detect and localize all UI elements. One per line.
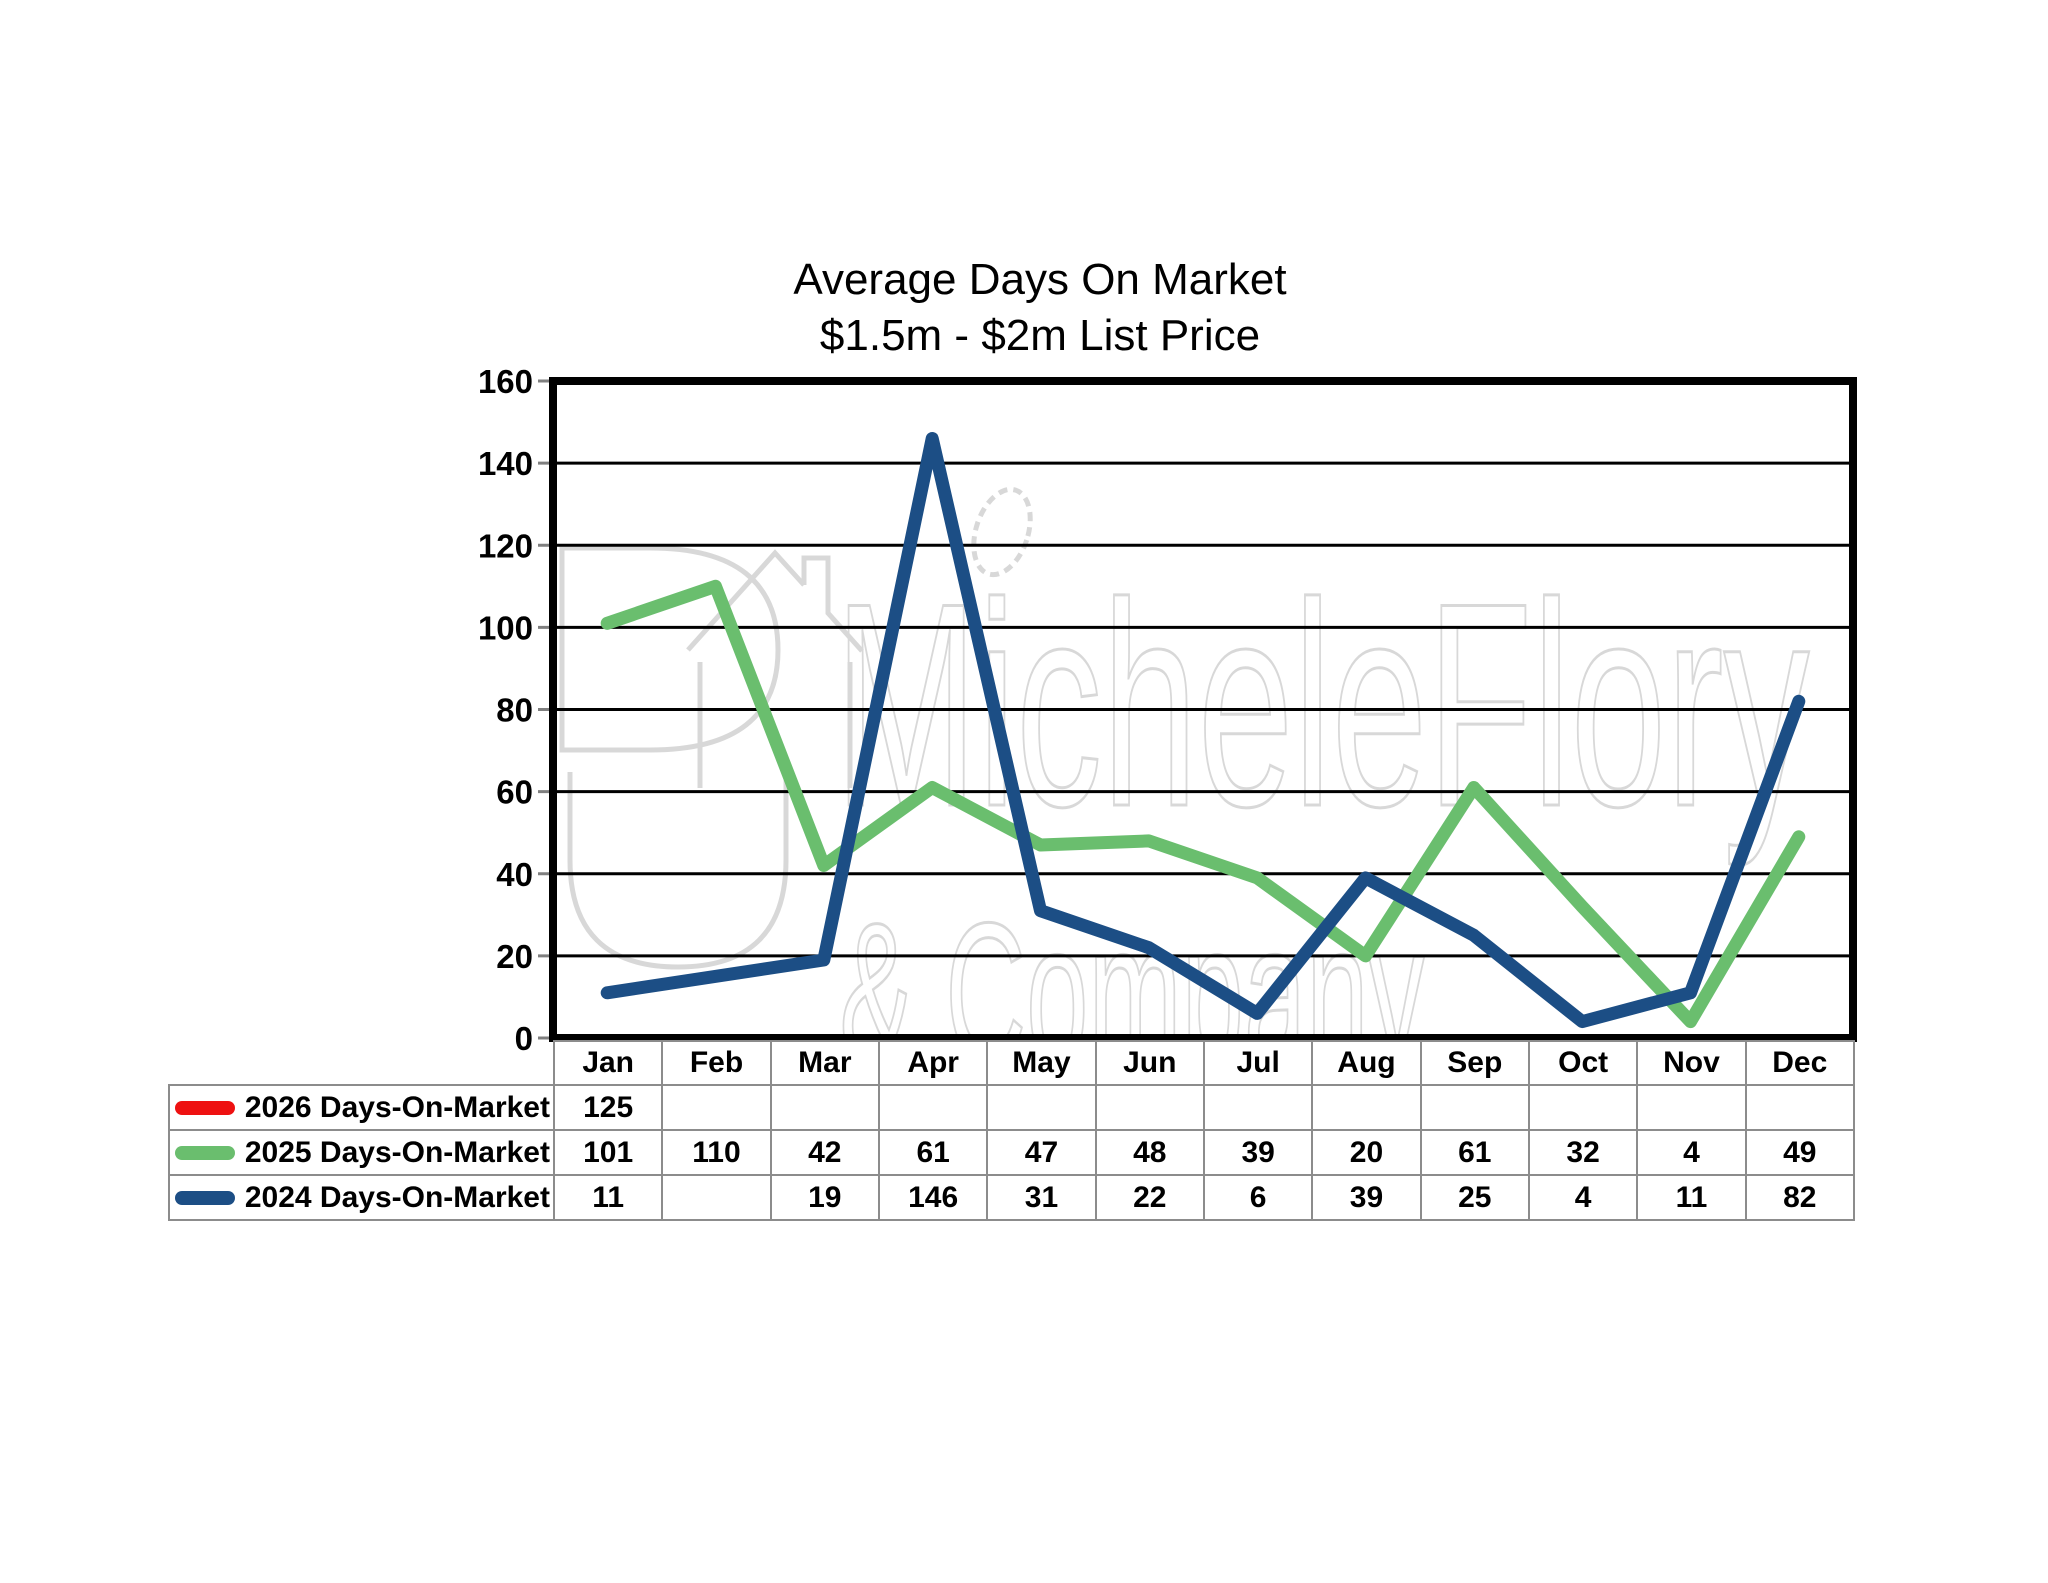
- month-header-row: Jan Feb Mar Apr May Jun Jul Aug Sep Oct Nov Dec: [169, 1040, 1855, 1086]
- watermark-logo: [559, 486, 1033, 970]
- cell-2026-nov: [1636, 1084, 1747, 1131]
- cell-2025-feb: 110: [661, 1129, 772, 1176]
- legend-key-2026: [175, 1100, 235, 1115]
- watermark-logo-u-shape: [567, 772, 789, 970]
- y-axis-label-160: 160: [478, 363, 533, 400]
- y-axis-label-120: 120: [478, 527, 533, 564]
- y-axis-label-20: 20: [496, 938, 533, 975]
- watermark-logo-smoke: [971, 486, 1033, 578]
- cell-2026-oct: [1527, 1084, 1639, 1131]
- cell-2024-dec: 82: [1744, 1174, 1855, 1221]
- cell-2026-dec: [1744, 1084, 1855, 1131]
- table-corner-spacer: [169, 1041, 554, 1085]
- plot-border: [549, 377, 1857, 1042]
- cell-2026-aug: [1311, 1084, 1422, 1131]
- cell-2025-jul: 39: [1202, 1129, 1314, 1176]
- cell-2024-nov: 11: [1636, 1174, 1747, 1221]
- cell-2026-jul: [1202, 1084, 1314, 1131]
- month-header-dec: Dec: [1744, 1040, 1855, 1086]
- legend-cell-2024: 2024 Days-On-Market: [168, 1174, 555, 1221]
- legend-cell-2026: 2026 Days-On-Market: [168, 1084, 555, 1131]
- chart-subtitle: $1.5m - $2m List Price: [819, 311, 1261, 360]
- cell-2026-jan: 125: [552, 1084, 664, 1131]
- watermark-logo-house-chimney: [801, 555, 864, 653]
- table-row-2024: 2024 Days-On-Market 11 19 146 31 22 6 39 25 4 11 82: [168, 1174, 1855, 1221]
- cell-2024-mar: 19: [769, 1174, 880, 1221]
- cell-2025-jan: 101: [552, 1129, 664, 1176]
- cell-2025-may: 47: [986, 1129, 1097, 1176]
- legend-label-2026: 2026 Days-On-Market: [244, 1090, 550, 1124]
- cell-2026-feb: [661, 1084, 772, 1131]
- cell-2026-mar: [769, 1084, 880, 1131]
- cell-2024-apr: 146: [877, 1174, 989, 1221]
- cell-2025-sep: 61: [1419, 1129, 1530, 1176]
- y-axis-label-140: 140: [478, 445, 533, 482]
- month-header-oct: Oct: [1527, 1040, 1639, 1086]
- month-header-aug: Aug: [1311, 1040, 1422, 1086]
- month-header-sep: Sep: [1419, 1040, 1530, 1086]
- cell-2026-may: [986, 1084, 1097, 1131]
- legend-key-2025: [175, 1145, 235, 1160]
- watermark-logo-house-roof: [686, 549, 806, 652]
- month-header-jul: Jul: [1202, 1040, 1314, 1086]
- cell-2026-sep: [1419, 1084, 1530, 1131]
- month-header-mar: Mar: [769, 1040, 880, 1086]
- month-header-jun: Jun: [1094, 1040, 1205, 1086]
- table-row-2026: 2026 Days-On-Market 125: [168, 1084, 1855, 1131]
- legend-key-2024: [175, 1190, 235, 1205]
- cell-2025-mar: 42: [769, 1129, 880, 1176]
- cell-2025-jun: 48: [1094, 1129, 1205, 1176]
- month-header-apr: Apr: [877, 1040, 989, 1086]
- cell-2024-feb: [661, 1174, 772, 1221]
- cell-2025-oct: 32: [1527, 1129, 1639, 1176]
- y-axis-label-0: 0: [515, 1020, 533, 1057]
- legend-inner-2025: 2025 Days-On-Market: [171, 1135, 552, 1170]
- y-axis-label-80: 80: [496, 692, 533, 729]
- cell-2024-oct: 4: [1527, 1174, 1639, 1221]
- chart-title: Average Days On Market: [793, 255, 1287, 304]
- month-header-nov: Nov: [1636, 1040, 1747, 1086]
- y-axis-label-40: 40: [496, 856, 533, 893]
- legend-cell-2025: 2025 Days-On-Market: [168, 1129, 555, 1176]
- y-axis-label-60: 60: [496, 774, 533, 811]
- month-header-jan: Jan: [552, 1040, 664, 1086]
- cell-2025-nov: 4: [1636, 1129, 1747, 1176]
- data-table: Jan Feb Mar Apr May Jun Jul Aug Sep Oct Nov Dec 202…: [168, 1040, 1855, 1221]
- cell-2024-jan: 11: [552, 1174, 664, 1221]
- cell-2025-dec: 49: [1744, 1129, 1855, 1176]
- legend-label-2024: 2024 Days-On-Market: [244, 1180, 550, 1214]
- cell-2025-apr: 61: [877, 1129, 989, 1176]
- cell-2026-jun: [1094, 1084, 1205, 1131]
- month-header-may: May: [986, 1040, 1097, 1086]
- month-header-feb: Feb: [661, 1040, 772, 1086]
- legend-inner-2024: 2024 Days-On-Market: [171, 1180, 552, 1215]
- cell-2026-apr: [877, 1084, 989, 1131]
- series-line-2025: [600, 579, 1806, 1029]
- cell-2024-jun: 22: [1094, 1174, 1205, 1221]
- series-line-2024: [600, 432, 1806, 1029]
- cell-2024-jul: 6: [1202, 1174, 1314, 1221]
- cell-2025-aug: 20: [1311, 1129, 1422, 1176]
- table-row-2025: 2025 Days-On-Market 101 110 42 61 47 48 39 20 61 3…: [168, 1129, 1855, 1176]
- cell-2024-aug: 39: [1311, 1174, 1422, 1221]
- legend-label-2025: 2025 Days-On-Market: [244, 1135, 550, 1169]
- y-axis-label-100: 100: [478, 609, 533, 646]
- cell-2024-may: 31: [986, 1174, 1097, 1221]
- legend-inner-2026: 2026 Days-On-Market: [171, 1090, 552, 1125]
- chart-title-block: Average Days On Market $1.5m - $2m List …: [340, 252, 1740, 364]
- watermark-logo-house-walls: [697, 662, 853, 788]
- cell-2024-sep: 25: [1419, 1174, 1530, 1221]
